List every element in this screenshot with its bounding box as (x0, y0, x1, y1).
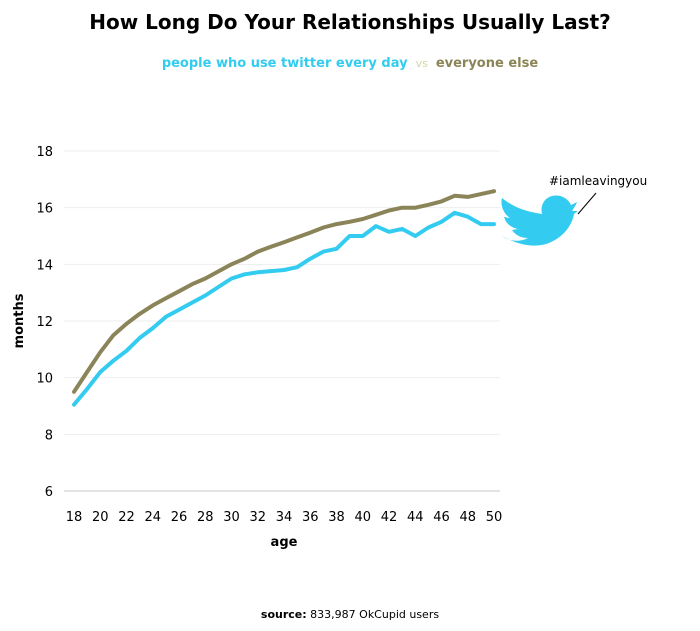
series-line-twitter (72, 210, 496, 407)
twitter-bird-icon (501, 195, 578, 246)
x-tick-label: 18 (66, 510, 83, 525)
y-tick-label: 18 (36, 145, 53, 160)
x-tick-label: 50 (486, 510, 503, 525)
y-tick-label: 8 (45, 428, 53, 443)
source-note: source: 833,987 OkCupid users (260, 608, 440, 621)
x-tick-label: 44 (407, 510, 424, 525)
series-line-everyone-else (72, 189, 496, 394)
series-lines (72, 189, 496, 407)
legend-vs: vs (415, 57, 428, 70)
x-axis-label: age (271, 535, 298, 550)
x-tick-label: 22 (118, 510, 135, 525)
y-tick-label: 16 (36, 202, 53, 217)
x-tick-label: 26 (171, 510, 188, 525)
y-axis-label: months (12, 293, 27, 348)
y-tick-label: 14 (36, 258, 53, 273)
annotation-text: #iamleavingyou (549, 174, 647, 188)
chart-title: How Long Do Your Relationships Usually L… (89, 10, 611, 34)
annotation-pointer (577, 192, 597, 215)
y-tick-labels: 6 8 10 12 14 16 18 (36, 145, 53, 500)
x-tick-label: 38 (328, 510, 345, 525)
x-tick-label: 32 (249, 510, 266, 525)
x-tick-label: 20 (92, 510, 109, 525)
y-tick-label: 10 (36, 372, 53, 387)
x-tick-labels: 18 20 22 24 26 28 30 32 34 36 38 40 42 44 46 48 50 (66, 510, 503, 525)
gridlines (64, 150, 500, 435)
x-tick-label: 36 (302, 510, 319, 525)
y-tick-label: 12 (36, 315, 53, 330)
x-tick-label: 40 (354, 510, 371, 525)
x-tick-label: 34 (276, 510, 293, 525)
legend-series-twitter: people who use twitter every day (161, 56, 408, 71)
x-tick-label: 42 (381, 510, 398, 525)
x-tick-label: 30 (223, 510, 240, 525)
legend: people who use twitter every day vs everyo… (0, 56, 700, 71)
x-tick-label: 28 (197, 510, 214, 525)
legend-series-everyone: everyone else (435, 56, 539, 71)
x-tick-label: 24 (144, 510, 161, 525)
y-tick-label: 6 (45, 485, 53, 500)
x-tick-label: 46 (433, 510, 450, 525)
x-tick-label: 48 (459, 510, 476, 525)
